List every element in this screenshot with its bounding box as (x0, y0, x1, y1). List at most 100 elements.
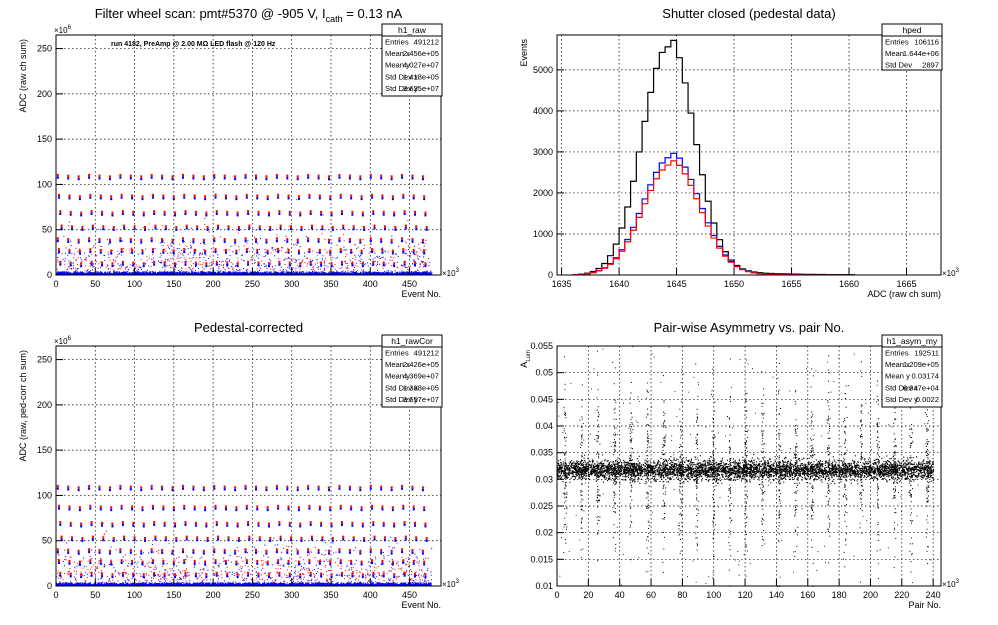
data-point (348, 574, 350, 576)
data-point (383, 556, 385, 558)
data-point (413, 580, 415, 582)
data-point (247, 210, 250, 213)
data-point (344, 272, 346, 274)
data-point (180, 582, 182, 584)
data-point (369, 237, 372, 240)
data-point (77, 177, 80, 181)
data-point (119, 484, 122, 488)
stats-row-value: 3.625e+07 (403, 84, 439, 93)
data-point (99, 508, 102, 511)
data-point (324, 248, 326, 250)
data-point (214, 574, 216, 576)
data-point (326, 579, 328, 581)
data-point (329, 254, 331, 256)
data-point (275, 562, 277, 564)
data-point (343, 246, 345, 248)
data-point (336, 582, 338, 584)
data-point (135, 272, 137, 274)
data-point (423, 256, 425, 258)
data-point (110, 560, 113, 563)
data-point (269, 264, 271, 266)
data-point (58, 196, 61, 199)
data-point (226, 213, 229, 216)
data-point (417, 582, 419, 585)
data-point (113, 271, 115, 273)
data-point (274, 255, 276, 257)
x-tick-label: 150 (166, 279, 181, 289)
data-point (376, 256, 378, 258)
data-point (224, 269, 226, 271)
data-point (325, 272, 327, 274)
data-point (199, 582, 201, 584)
data-point (164, 569, 166, 571)
data-point (153, 272, 155, 274)
data-point (358, 254, 360, 256)
data-point (253, 579, 255, 581)
data-point (401, 239, 404, 243)
data-point (219, 236, 221, 238)
data-point (171, 272, 173, 274)
data-point (371, 272, 374, 274)
data-point (204, 578, 206, 580)
data-point (390, 570, 392, 572)
data-point (300, 582, 302, 585)
data-point (181, 268, 183, 270)
data-point (193, 248, 196, 252)
data-point (154, 538, 157, 541)
data-point (195, 257, 197, 259)
data-point (65, 271, 68, 273)
data-point (312, 250, 314, 252)
data-point (381, 256, 383, 258)
data-point (192, 237, 195, 241)
data-point (271, 247, 273, 249)
data-point (301, 582, 303, 584)
data-point (270, 577, 272, 579)
data-point (296, 582, 298, 584)
data-point (275, 567, 277, 569)
data-point (129, 551, 132, 554)
data-point (150, 484, 153, 488)
data-point (424, 580, 426, 582)
data-point (193, 194, 196, 197)
data-point (97, 562, 99, 564)
data-point (332, 257, 334, 259)
data-point (423, 195, 426, 198)
data-point (392, 582, 394, 584)
data-point (281, 558, 283, 560)
data-point (141, 575, 143, 577)
data-point (336, 270, 338, 272)
data-point (262, 583, 264, 585)
data-point (412, 583, 415, 585)
data-point (228, 271, 230, 273)
data-point (384, 271, 386, 273)
data-point (142, 573, 145, 576)
data-point (359, 583, 361, 585)
data-point (57, 261, 59, 263)
data-point (257, 551, 259, 553)
data-point (120, 266, 122, 268)
data-point (353, 549, 355, 551)
data-point (91, 538, 94, 541)
data-point (194, 270, 196, 272)
data-point (277, 248, 280, 251)
data-point (416, 251, 418, 253)
data-point (67, 240, 70, 243)
data-point (117, 263, 119, 265)
data-point (307, 582, 309, 584)
data-point (399, 568, 401, 570)
data-point (192, 263, 194, 265)
data-point (323, 260, 325, 262)
data-point (182, 581, 184, 583)
data-point (192, 242, 194, 244)
data-point (112, 226, 115, 229)
data-point (81, 271, 83, 273)
data-point (302, 259, 304, 261)
data-point (377, 566, 379, 568)
data-point (141, 252, 144, 255)
x-multiplier-base: ×10 (942, 269, 956, 278)
x-tick-label: 250 (245, 279, 260, 289)
data-point (81, 539, 84, 542)
x-tick-label: 1655 (782, 279, 802, 289)
data-point (294, 243, 296, 245)
data-point (270, 582, 272, 584)
